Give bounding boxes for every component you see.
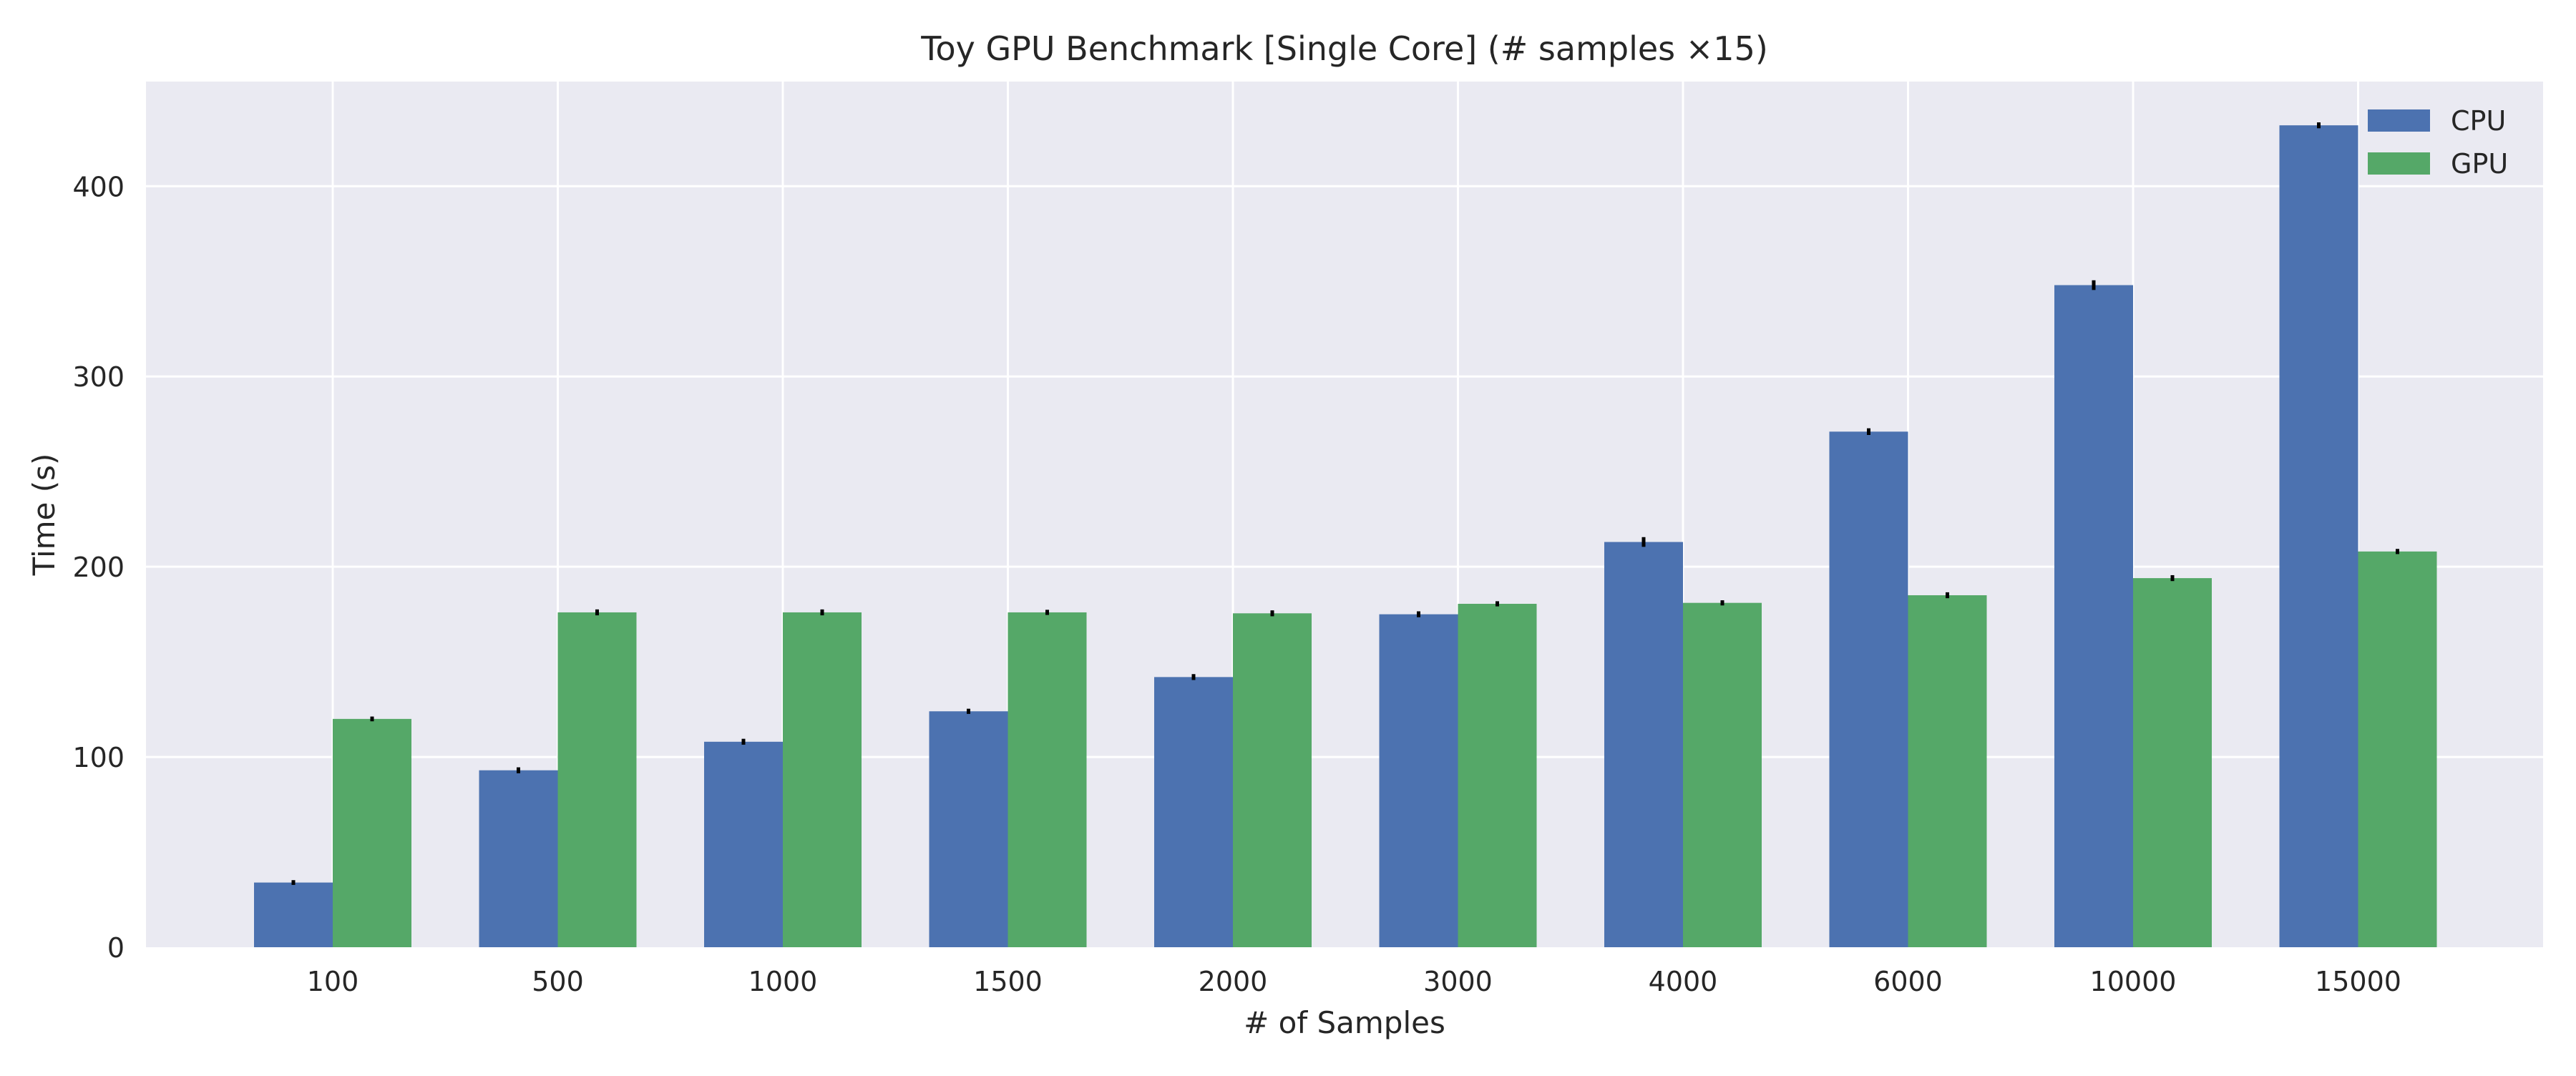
x-tick-label: 500 [532, 966, 584, 997]
bar-gpu-4000 [1683, 602, 1762, 947]
y-tick-label: 200 [72, 552, 125, 583]
y-tick-label: 0 [107, 932, 125, 964]
x-tick-label: 100 [307, 966, 359, 997]
y-tick-label: 100 [72, 742, 125, 773]
y-axis-label: Time (s) [26, 454, 62, 577]
x-tick-label: 15000 [2315, 966, 2401, 997]
chart-title: Toy GPU Benchmark [Single Core] (# sampl… [920, 29, 1768, 68]
y-tick-label: 400 [72, 171, 125, 202]
legend-swatch-cpu [2368, 109, 2430, 132]
legend-swatch-gpu [2368, 152, 2430, 175]
bar-gpu-500 [557, 612, 637, 947]
legend: CPU GPU [2368, 105, 2508, 180]
y-tick-label: 300 [72, 361, 125, 393]
bar-cpu-2000 [1154, 677, 1233, 947]
x-tick-label: 1000 [748, 966, 818, 997]
bar-cpu-100 [254, 882, 333, 947]
legend-label-gpu: GPU [2451, 148, 2508, 180]
legend-label-cpu: CPU [2451, 105, 2506, 137]
bar-gpu-2000 [1233, 613, 1312, 947]
bar-gpu-100 [333, 718, 411, 947]
x-tick-label: 1500 [973, 966, 1043, 997]
bar-cpu-1000 [704, 741, 783, 947]
bar-gpu-1000 [783, 612, 862, 947]
bar-cpu-15000 [2279, 125, 2358, 948]
x-tick-label: 10000 [2090, 966, 2177, 997]
x-tick-label: 4000 [1649, 966, 1718, 997]
bars [254, 125, 2437, 948]
x-tick-label: 6000 [1873, 966, 1943, 997]
bar-gpu-10000 [2133, 578, 2212, 947]
bar-gpu-6000 [1908, 595, 1987, 947]
bar-cpu-6000 [1829, 431, 1908, 947]
bar-gpu-3000 [1458, 603, 1537, 947]
x-axis-label: # of Samples [1244, 1005, 1445, 1040]
bar-cpu-4000 [1604, 542, 1683, 947]
bar-cpu-500 [479, 770, 558, 947]
x-tick-label: 3000 [1423, 966, 1493, 997]
error-bars [291, 122, 2399, 885]
x-tick-label: 2000 [1199, 966, 1268, 997]
tick-labels: 0 100 200 300 400 100 500 1000 1500 2000 3000 4000 6… [72, 171, 2401, 997]
bar-gpu-1500 [1008, 612, 1087, 947]
bar-cpu-10000 [2054, 285, 2133, 947]
bar-cpu-3000 [1379, 614, 1458, 947]
bar-cpu-1500 [929, 711, 1008, 947]
bar-gpu-15000 [2358, 551, 2437, 947]
